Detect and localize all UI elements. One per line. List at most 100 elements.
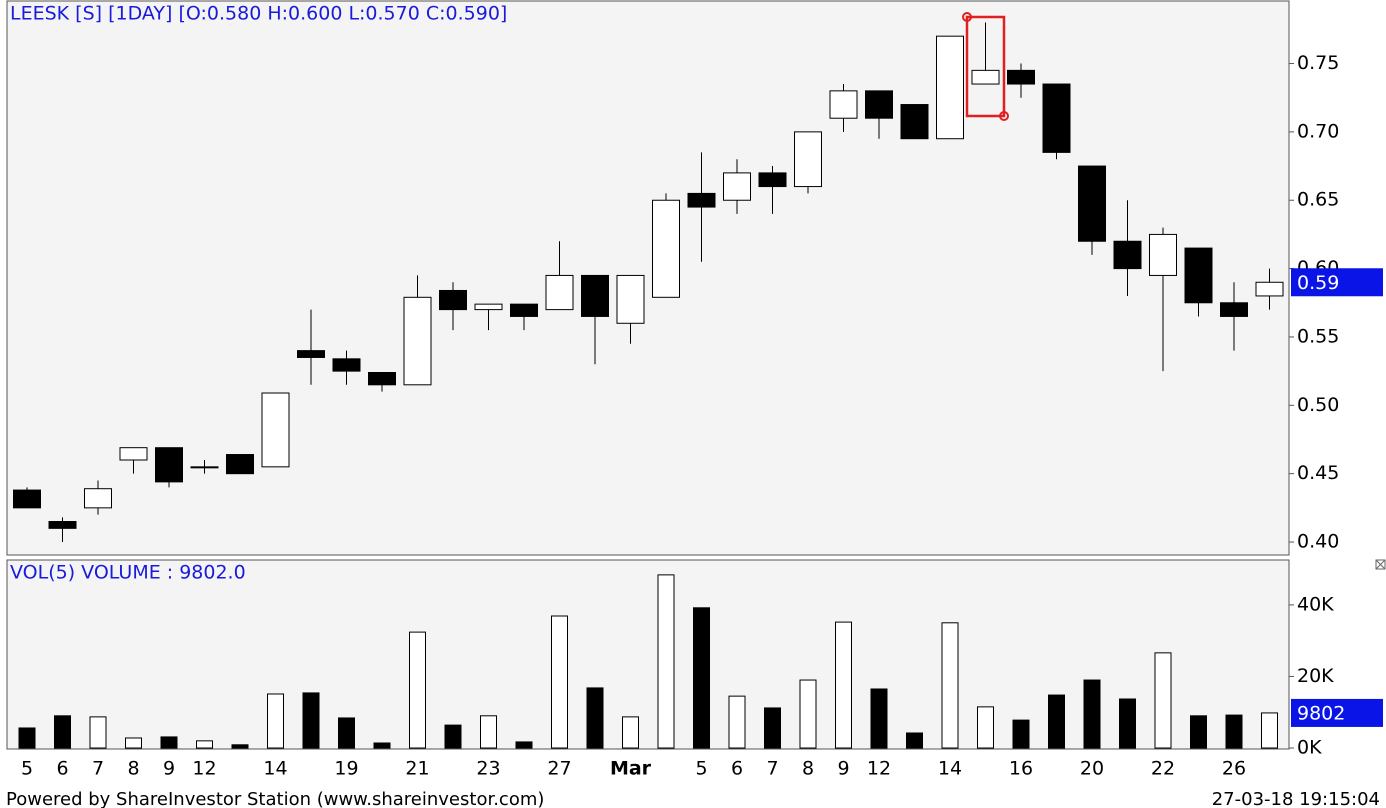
x-tick-label: 19: [334, 758, 358, 780]
candle-body: [1007, 69, 1035, 85]
volume-bar: [870, 688, 888, 749]
volume-bar: [54, 715, 71, 749]
x-tick-label: 7: [92, 758, 104, 780]
current-marker: [1291, 268, 1383, 297]
volume-bar: [89, 716, 107, 749]
y-tick-label: 0.45: [1297, 462, 1339, 484]
price-panel: [6, 0, 1290, 556]
candle-body: [1184, 247, 1213, 304]
volume-title: VOL(5) VOLUME : 9802.0: [10, 562, 246, 584]
candle-body: [794, 131, 822, 188]
volume-bar: [551, 615, 568, 749]
x-tick-label: 20: [1080, 758, 1104, 780]
y-tick-label: 0.50: [1297, 394, 1339, 416]
volume-bar: [160, 736, 178, 749]
volume-bar: [1225, 714, 1243, 749]
candle-body: [1042, 83, 1071, 153]
x-tick-label: 5: [21, 758, 33, 780]
candle-body: [48, 521, 77, 529]
volume-bar: [1048, 694, 1065, 749]
volume-bar: [302, 692, 320, 749]
y-tick-label: 20K: [1297, 665, 1334, 687]
candle-body: [368, 372, 396, 386]
candle-body: [865, 90, 893, 119]
volume-bar: [409, 631, 426, 749]
x-tick-label: 21: [405, 758, 429, 780]
volume-bar: [586, 687, 604, 749]
y-tick-label: 0K: [1297, 737, 1322, 759]
x-tick-label: 9: [837, 758, 849, 780]
x-tick-label: 7: [766, 758, 778, 780]
volume-bar: [1261, 712, 1278, 749]
candle-body: [332, 358, 361, 372]
candle-body: [84, 488, 112, 509]
volume-bar: [622, 716, 639, 749]
candle-body: [723, 172, 751, 201]
y-tick-label: 0.40: [1297, 531, 1339, 553]
y-tick-label: 0.75: [1297, 52, 1339, 74]
volume-bar: [1190, 715, 1207, 749]
candle-body: [652, 199, 680, 298]
candle-body: [687, 192, 716, 208]
x-tick-label: 6: [56, 758, 68, 780]
candle-body: [190, 466, 219, 469]
candle-body: [297, 350, 325, 358]
volume-bar: [515, 741, 533, 749]
volume-bar: [799, 679, 817, 749]
volume-bar: [657, 574, 675, 749]
y-tick-label: 0.70: [1297, 120, 1339, 142]
candle-body: [758, 172, 787, 188]
volume-bar: [764, 707, 781, 749]
x-tick-label: 8: [802, 758, 814, 780]
candle-body: [403, 296, 432, 386]
candle-body: [13, 489, 41, 509]
candle-body: [1255, 281, 1284, 297]
footer-right: 27-03-18 19:15:04: [1212, 789, 1380, 808]
volume-bar: [125, 737, 142, 749]
x-tick-label: Mar: [610, 758, 652, 780]
candle-body: [510, 303, 538, 317]
candle-body: [1220, 302, 1248, 317]
x-tick-label: 12: [192, 758, 216, 780]
candle-body: [616, 274, 645, 324]
candle-body: [1113, 240, 1142, 270]
volume-bar: [267, 693, 284, 749]
x-tick-label: 9: [163, 758, 175, 780]
candle-body: [155, 447, 183, 483]
volume-bar: [338, 717, 355, 749]
x-tick-label: 5: [695, 758, 707, 780]
volume-bar: [231, 744, 249, 749]
current-marker-label: 9802: [1297, 702, 1345, 724]
x-tick-label: 8: [127, 758, 139, 780]
x-tick-label: 26: [1222, 758, 1246, 780]
volume-bar: [480, 715, 497, 749]
candle-body: [1078, 165, 1106, 242]
x-tick-label: 6: [731, 758, 743, 780]
volume-bar: [906, 732, 923, 749]
volume-bar: [977, 706, 994, 749]
x-tick-label: 16: [1009, 758, 1033, 780]
current-marker-label: 0.59: [1297, 272, 1339, 294]
candle-body: [581, 274, 609, 317]
candle-body: [474, 303, 503, 311]
current-marker: [1291, 698, 1383, 727]
volume-bar: [1154, 652, 1172, 749]
price-title: LEESK [S] [1DAY] [O:0.580 H:0.600 L:0.57…: [10, 3, 507, 25]
x-tick-label: 12: [867, 758, 891, 780]
x-tick-label: 14: [263, 758, 287, 780]
volume-bar: [728, 695, 746, 749]
y-tick-label: 40K: [1297, 593, 1334, 615]
candle-body: [1149, 233, 1177, 276]
volume-bar: [1119, 698, 1136, 749]
x-tick-label: 14: [938, 758, 962, 780]
candle-body: [439, 289, 467, 311]
candle-body: [119, 447, 148, 461]
volume-bar: [1083, 679, 1101, 749]
volume-bar: [18, 727, 36, 749]
candle-body: [900, 104, 929, 140]
candle-body: [829, 90, 858, 119]
volume-bar: [196, 740, 213, 749]
volume-bar: [444, 724, 462, 749]
close-icon[interactable]: [1375, 559, 1386, 570]
